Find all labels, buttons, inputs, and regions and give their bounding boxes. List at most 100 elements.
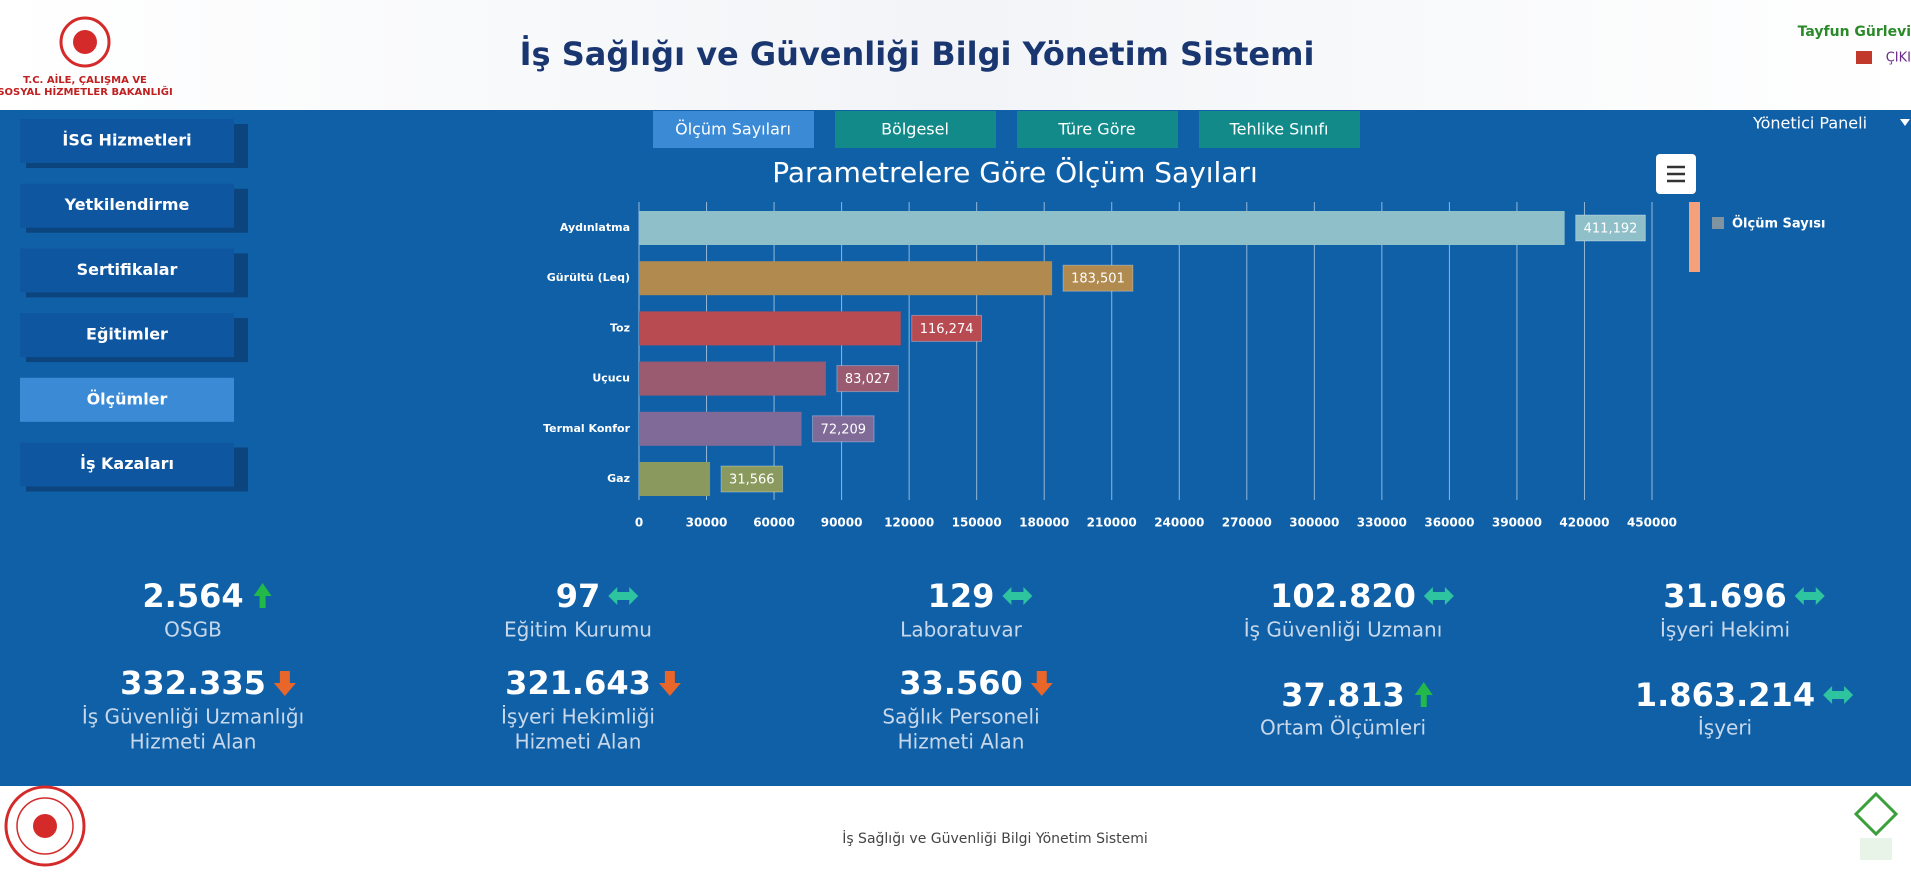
tab-label[interactable]: Tehlike Sınıfı xyxy=(1229,120,1329,139)
footer-right-logo xyxy=(1853,791,1899,860)
user-name[interactable]: Tayfun Gürlevi xyxy=(1798,24,1911,40)
admin-panel[interactable]: Yönetici Paneli xyxy=(1752,114,1867,133)
data-label-bg xyxy=(720,465,784,493)
data-label: 83,027 xyxy=(845,372,891,387)
x-tick-label: 180000 xyxy=(1019,516,1069,530)
trend-down xyxy=(273,671,296,696)
trend-flat xyxy=(1002,587,1033,605)
x-tick-label: 330000 xyxy=(1357,516,1407,530)
legend-label[interactable]: Ölçüm Sayısı xyxy=(1732,216,1825,232)
x-tick-label: 0 xyxy=(635,516,643,530)
nav-button[interactable] xyxy=(20,442,234,487)
stat-value: 37.813 xyxy=(1281,676,1404,714)
stat-value: 33.560 xyxy=(899,664,1022,702)
trend-up xyxy=(251,583,272,608)
trend-up xyxy=(1412,682,1433,707)
x-tick-label: 120000 xyxy=(884,516,934,530)
data-label: 411,192 xyxy=(1584,222,1638,237)
y-tick-label: Termal Konfor xyxy=(543,422,630,435)
logout-icon xyxy=(1856,51,1872,64)
stat-label: OSGB xyxy=(164,618,222,642)
data-label-bg xyxy=(1575,214,1646,242)
x-tick-label: 360000 xyxy=(1424,516,1474,530)
tab-label[interactable]: Bölgesel xyxy=(881,120,949,139)
stat-label: Ortam Ölçümleri xyxy=(1260,716,1426,740)
logout[interactable]: ÇIKI xyxy=(1886,51,1911,66)
legend-marker xyxy=(1712,217,1724,229)
tab-label[interactable]: Ölçüm Sayıları xyxy=(675,120,791,139)
stat-label: İş Güvenliği Uzmanlığı xyxy=(82,705,304,729)
nav-button[interactable] xyxy=(20,119,234,163)
stat-label: Hizmeti Alan xyxy=(515,730,642,754)
chart-menu-icon xyxy=(1667,165,1685,183)
data-label-bg xyxy=(836,365,899,393)
tab-label[interactable]: Türe Göre xyxy=(1057,120,1135,139)
stat-label: İşyeri Hekimliği xyxy=(501,705,655,729)
bar xyxy=(639,361,826,396)
bar xyxy=(639,462,711,496)
y-tick-label: Aydınlatma xyxy=(560,221,630,234)
y-tick-label: Toz xyxy=(610,321,630,334)
footer-bg xyxy=(0,786,1911,883)
tab[interactable] xyxy=(1017,111,1178,148)
header-bg xyxy=(0,0,1911,110)
x-tick-label: 30000 xyxy=(686,516,728,530)
stat-label: İş Güvenliği Uzmanı xyxy=(1244,618,1443,642)
nav-label[interactable]: Sertifikalar xyxy=(77,260,178,279)
chart-title: Parametrelere Göre Ölçüm Sayıları xyxy=(772,155,1258,189)
bar xyxy=(639,211,1565,245)
nav-label[interactable]: Yetkilendirme xyxy=(64,195,190,214)
trend-flat xyxy=(608,587,639,605)
x-tick-label: 420000 xyxy=(1559,516,1609,530)
stat-value: 332.335 xyxy=(120,664,266,702)
stat-value: 1.863.214 xyxy=(1635,676,1815,714)
nav-button[interactable] xyxy=(20,183,234,228)
app-title: İş Sağlığı ve Güvenliği Bilgi Yönetim Si… xyxy=(520,35,1315,73)
nav-label[interactable]: İş Kazaları xyxy=(80,454,174,473)
data-label: 72,209 xyxy=(821,422,867,437)
x-tick-label: 390000 xyxy=(1492,516,1542,530)
bar xyxy=(639,261,1053,296)
stat-label: Laboratuvar xyxy=(900,618,1022,642)
x-tick-label: 270000 xyxy=(1222,516,1272,530)
stat-label: Sağlık Personeli xyxy=(882,705,1039,729)
data-label: 31,566 xyxy=(729,473,775,488)
y-tick-label: Gürültü (Leq) xyxy=(547,271,630,284)
trend-flat xyxy=(1794,587,1825,605)
data-label: 116,274 xyxy=(920,322,974,337)
data-label: 183,501 xyxy=(1071,272,1125,287)
data-label-bg xyxy=(911,314,983,342)
stat-label: İşyeri xyxy=(1698,716,1752,740)
logo-text: T.C. AİLE, ÇALIŞMA VE xyxy=(23,72,147,86)
nav-label[interactable]: Ölçümler xyxy=(87,389,168,408)
x-tick-label: 240000 xyxy=(1154,516,1204,530)
tab[interactable] xyxy=(835,111,996,148)
trend-flat xyxy=(1423,587,1454,605)
legend-scroll xyxy=(1689,202,1700,272)
y-tick-label: Uçucu xyxy=(592,372,630,385)
nav-button[interactable] xyxy=(20,248,234,293)
y-tick-label: Gaz xyxy=(607,472,630,485)
stat-label: İşyeri Hekimi xyxy=(1660,618,1790,642)
trend-flat xyxy=(1823,686,1854,704)
bar xyxy=(639,311,901,346)
nav-label[interactable]: İSG Hizmetleri xyxy=(62,131,191,150)
nav-button[interactable] xyxy=(20,377,234,422)
tab[interactable] xyxy=(1199,111,1360,148)
nav-button[interactable] xyxy=(20,313,234,358)
tab[interactable] xyxy=(653,111,814,148)
stat-value: 129 xyxy=(928,577,995,615)
data-label-bg xyxy=(812,415,875,443)
header-logo xyxy=(59,16,111,68)
x-tick-label: 60000 xyxy=(753,516,795,530)
bar xyxy=(639,411,802,446)
dropdown-arrow[interactable] xyxy=(1900,119,1910,126)
stat-value: 2.564 xyxy=(142,577,243,615)
x-tick-label: 300000 xyxy=(1289,516,1339,530)
trend-down xyxy=(1030,671,1053,696)
footer-logo xyxy=(4,785,86,867)
x-tick-label: 150000 xyxy=(952,516,1002,530)
nav-label[interactable]: Eğitimler xyxy=(86,325,168,344)
stat-value: 97 xyxy=(556,577,601,615)
